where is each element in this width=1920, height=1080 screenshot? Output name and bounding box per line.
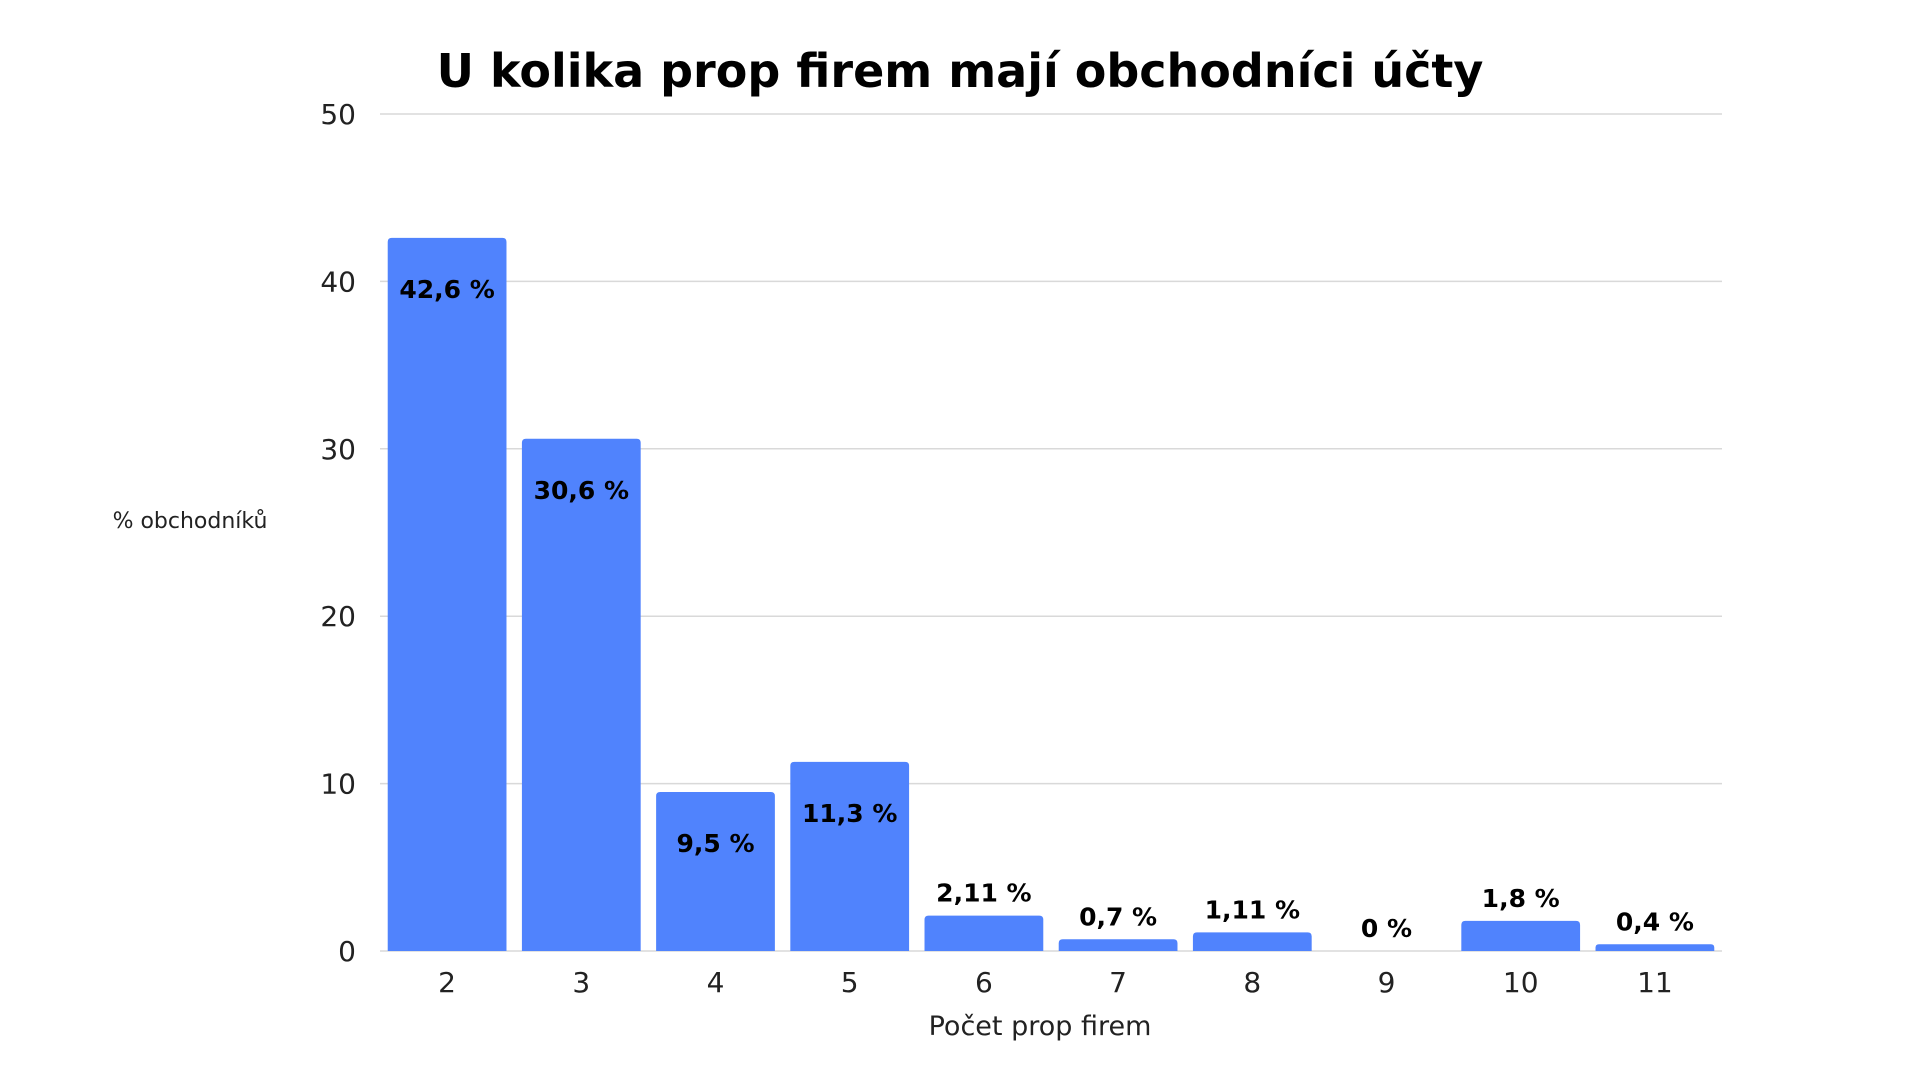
- bar-8: [1192, 932, 1312, 951]
- x-tick-label: 7: [1109, 966, 1127, 999]
- data-label: 1,8 %: [1482, 884, 1560, 913]
- bar-3: [521, 438, 641, 952]
- x-tick-label: 9: [1378, 966, 1396, 999]
- y-axis-title: % obchodníků: [113, 509, 268, 534]
- data-label: 0,4 %: [1616, 907, 1694, 936]
- bar-7: [1058, 939, 1178, 951]
- y-tick-label: 40: [320, 265, 356, 298]
- y-tick-label: 50: [320, 98, 356, 131]
- y-axis-ticks: 0 10 20 30 40 50: [320, 98, 356, 968]
- data-label: 0 %: [1361, 914, 1412, 943]
- chart-title: U kolika prop firem mají obchodníci účty: [436, 44, 1484, 98]
- x-tick-label: 8: [1243, 966, 1261, 999]
- x-tick-label: 2: [438, 966, 456, 999]
- x-tick-label: 5: [841, 966, 859, 999]
- x-tick-label: 6: [975, 966, 993, 999]
- data-label: 30,6 %: [534, 476, 629, 505]
- y-tick-label: 10: [320, 768, 356, 801]
- bars: [387, 237, 1715, 952]
- data-label: 2,11 %: [936, 879, 1031, 908]
- bar-11: [1595, 944, 1715, 951]
- bar-4: [656, 791, 775, 951]
- x-axis-ticks: 2 3 4 5 6 7 8 9 10 11: [438, 966, 1673, 999]
- x-tick-label: 4: [707, 966, 725, 999]
- y-tick-label: 0: [338, 935, 356, 968]
- data-label: 0,7 %: [1079, 902, 1157, 931]
- data-labels: 42,6 % 30,6 % 9,5 % 11,3 % 2,11 % 0,7 % 1,11 %…: [399, 275, 1694, 943]
- data-label: 11,3 %: [802, 799, 897, 828]
- bar-2: [387, 237, 507, 952]
- x-tick-label: 11: [1637, 966, 1673, 999]
- data-label: 9,5 %: [676, 829, 754, 858]
- bar-5: [790, 761, 910, 951]
- x-axis-title: Počet prop firem: [929, 1011, 1152, 1042]
- data-label: 1,11 %: [1205, 895, 1300, 924]
- y-tick-label: 30: [320, 433, 356, 466]
- y-tick-label: 20: [320, 600, 356, 633]
- bar-6: [924, 915, 1044, 951]
- x-tick-label: 3: [572, 966, 590, 999]
- x-tick-label: 10: [1503, 966, 1539, 999]
- bar-10: [1461, 920, 1581, 951]
- data-label: 42,6 %: [399, 275, 494, 304]
